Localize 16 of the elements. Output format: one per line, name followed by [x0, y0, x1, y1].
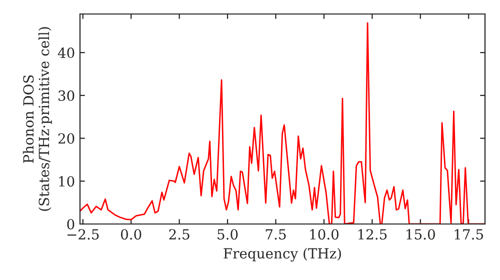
y-axis-title: Phonon DOS (States/THz·primitive cell)	[22, 27, 52, 211]
x-tick-label: 0.0	[120, 229, 142, 240]
y-tick-label: 0	[67, 218, 74, 230]
x-tick-label: 7.5	[266, 229, 286, 240]
y-tick-label: 20	[58, 133, 74, 144]
x-tick-label: 15.0	[406, 229, 435, 240]
x-tick-label: 17.5	[454, 229, 483, 240]
y-tick-label: 40	[58, 48, 74, 58]
x-axis-title: Frequency (THz)	[224, 248, 341, 262]
x-tick-label: −2.5	[68, 229, 99, 240]
x-tick-label: 12.5	[358, 229, 387, 240]
y-tick-label: 10	[59, 176, 74, 187]
y-tick-label: 30	[58, 90, 74, 101]
x-tick-label: 2.5	[169, 229, 190, 240]
x-tick-label: 10.0	[310, 229, 339, 240]
x-tick-label: 5.0	[218, 229, 238, 240]
